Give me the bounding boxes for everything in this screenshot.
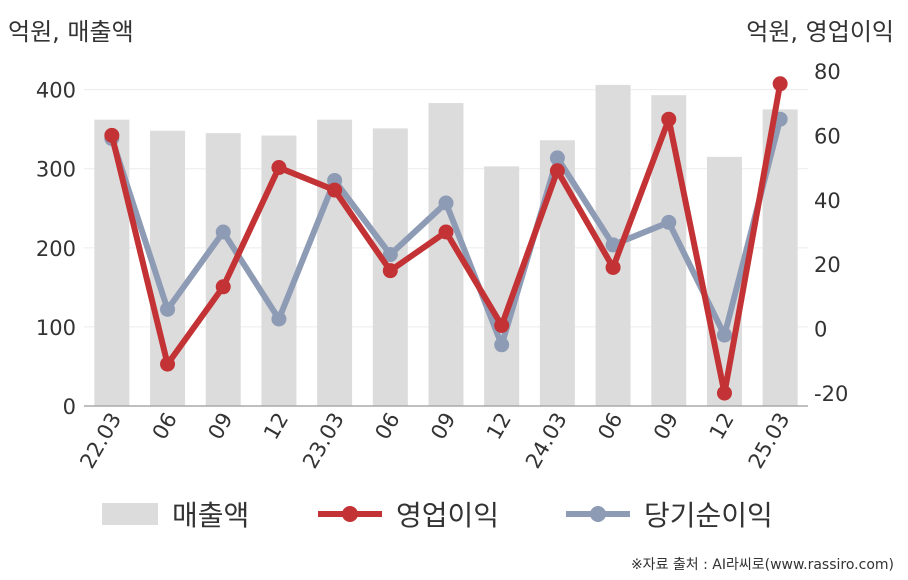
point-operating-profit xyxy=(160,356,176,372)
x-tick-label: 12 xyxy=(705,409,739,444)
point-net-income xyxy=(438,195,454,211)
legend-swatch-net-income xyxy=(566,503,630,525)
legend-swatch-operating-profit xyxy=(318,503,382,525)
y-right-tick-label: 20 xyxy=(814,253,841,277)
point-operating-profit xyxy=(215,279,231,295)
point-operating-profit xyxy=(772,76,788,92)
point-net-income xyxy=(494,337,510,353)
point-net-income xyxy=(271,311,287,327)
point-operating-profit xyxy=(661,111,677,127)
x-tick-label: 06 xyxy=(593,409,627,444)
x-tick-label: 09 xyxy=(203,409,237,444)
point-operating-profit xyxy=(438,224,454,240)
legend-swatch-revenue xyxy=(102,503,158,525)
point-operating-profit xyxy=(382,263,398,279)
legend-label-operating-profit: 영업이익 xyxy=(396,499,500,532)
x-tick-label: 24.03 xyxy=(521,409,572,473)
bar-revenue xyxy=(94,119,130,406)
legend-item-revenue: 매출액 xyxy=(102,492,249,536)
x-tick-label: 09 xyxy=(426,409,460,444)
y-right-tick-label: 40 xyxy=(814,189,841,213)
point-operating-profit xyxy=(327,182,343,198)
point-net-income xyxy=(160,301,176,317)
x-tick-label: 06 xyxy=(370,409,404,444)
point-operating-profit xyxy=(494,317,510,333)
y-right-tick-label: 60 xyxy=(814,124,841,148)
x-tick-label: 22.03 xyxy=(75,409,126,473)
point-net-income xyxy=(605,237,621,253)
legend-item-operating-profit: 영업이익 xyxy=(318,492,499,536)
point-net-income xyxy=(382,247,398,263)
y-right-tick-label: 0 xyxy=(814,318,827,342)
source-credit: ※자료 출처 : AI라씨로(www.rassiro.com) xyxy=(630,557,894,573)
x-tick-label: 23.03 xyxy=(298,409,349,473)
point-net-income xyxy=(661,214,677,230)
y-left-tick-label: 100 xyxy=(36,316,76,340)
point-operating-profit xyxy=(271,160,287,176)
left-axis-unit: 억원, 매출액 xyxy=(8,18,134,46)
bar-revenue xyxy=(205,133,241,407)
y-right-tick-label: -20 xyxy=(814,382,848,406)
legend: 매출액 영업이익 당기순이익 xyxy=(0,492,908,536)
y-left-tick-label: 300 xyxy=(36,158,76,182)
point-operating-profit xyxy=(716,385,732,401)
point-operating-profit xyxy=(605,259,621,275)
bar-revenue xyxy=(317,119,353,406)
bar-revenue xyxy=(539,140,575,406)
point-operating-profit xyxy=(549,163,565,179)
point-operating-profit xyxy=(104,127,120,143)
x-tick-label: 25.03 xyxy=(744,409,795,473)
y-left-tick-label: 200 xyxy=(36,237,76,261)
x-tick-label: 12 xyxy=(259,409,293,444)
x-tick-label: 09 xyxy=(649,409,683,444)
point-net-income xyxy=(549,150,565,166)
point-net-income xyxy=(716,327,732,343)
y-left-tick-label: 400 xyxy=(36,79,76,103)
y-right-tick-label: 80 xyxy=(814,60,841,84)
legend-label-net-income: 당기순이익 xyxy=(644,499,773,532)
x-tick-label: 06 xyxy=(148,409,182,444)
legend-label-revenue: 매출액 xyxy=(172,499,250,532)
y-left-tick-label: 0 xyxy=(63,395,76,419)
x-tick-label: 12 xyxy=(482,409,516,444)
legend-item-net-income: 당기순이익 xyxy=(566,492,773,536)
point-net-income xyxy=(215,224,231,240)
right-axis-unit: 억원, 영업이익 xyxy=(746,18,894,46)
bar-revenue xyxy=(261,135,297,406)
